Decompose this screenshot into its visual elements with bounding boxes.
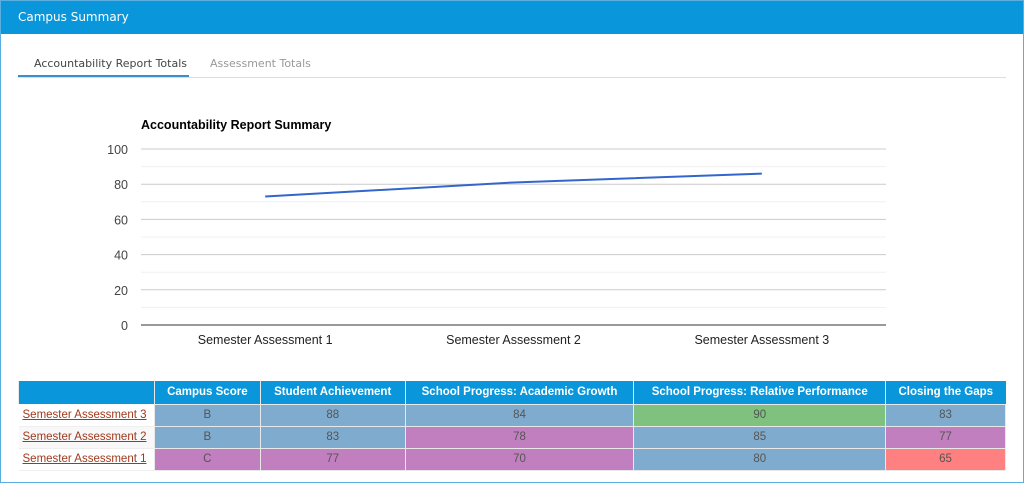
score-cell: 88 xyxy=(259,403,406,427)
x-tick-label: Semester Assessment 3 xyxy=(694,333,829,347)
tab-bar: Accountability Report Totals Assessment … xyxy=(18,50,1006,78)
score-cell: 78 xyxy=(404,425,635,449)
score-cell: 77 xyxy=(259,447,406,471)
series-line xyxy=(265,172,762,198)
score-cell: B xyxy=(153,403,261,427)
active-tab-indicator xyxy=(18,75,189,77)
score-cell: 80 xyxy=(633,447,887,471)
chart-title: Accountability Report Summary xyxy=(141,118,331,132)
column-header: Campus Score xyxy=(153,381,261,404)
tab-accountability-report-totals[interactable]: Accountability Report Totals xyxy=(34,57,188,70)
y-tick-label: 60 xyxy=(114,213,128,227)
table-row: Semester Assessment 3 B 88 84 90 83 xyxy=(18,403,1006,427)
line-chart: Accountability Report Summary 0 20 40 60 80 1… xyxy=(107,118,886,347)
row-label-cell: Semester Assessment 3 xyxy=(18,404,155,427)
column-header: School Progress: Academic Growth xyxy=(404,381,634,404)
row-label-cell: Semester Assessment 2 xyxy=(18,426,155,449)
x-tick-label: Semester Assessment 2 xyxy=(446,333,581,347)
score-cell: 83 xyxy=(885,403,1006,427)
score-cell: 84 xyxy=(404,403,635,427)
column-header xyxy=(18,381,155,404)
summary-table: Campus Score Student Achievement School Pr… xyxy=(18,381,1006,471)
column-header: School Progress: Relative Performance xyxy=(633,381,886,404)
score-cell: 85 xyxy=(633,425,887,449)
score-cell: 77 xyxy=(885,425,1006,449)
score-cell: 90 xyxy=(633,403,887,427)
panel-header: Campus Summary xyxy=(1,1,1023,34)
column-header: Student Achievement xyxy=(259,381,406,404)
row-link[interactable]: Semester Assessment 1 xyxy=(22,453,147,465)
score-cell: C xyxy=(153,447,261,471)
y-tick-label: 40 xyxy=(114,249,128,263)
y-tick-label: 80 xyxy=(114,178,128,192)
y-tick-label: 100 xyxy=(107,143,128,157)
score-cell: 65 xyxy=(885,447,1006,471)
y-tick-label: 20 xyxy=(114,284,128,298)
tab-assessment-totals[interactable]: Assessment Totals xyxy=(210,57,311,70)
y-tick-label: 0 xyxy=(121,319,128,333)
row-label-cell: Semester Assessment 1 xyxy=(18,448,155,471)
row-link[interactable]: Semester Assessment 3 xyxy=(22,408,147,421)
table-row: Semester Assessment 2 B 83 78 85 77 xyxy=(18,425,1006,449)
row-link[interactable]: Semester Assessment 2 xyxy=(22,431,147,443)
table-row: Semester Assessment 1 C 77 70 80 65 xyxy=(18,447,1006,471)
score-cell: 83 xyxy=(259,425,406,449)
x-tick-label: Semester Assessment 1 xyxy=(198,333,333,347)
score-cell: B xyxy=(153,425,261,449)
column-header: Closing the Gaps xyxy=(885,381,1006,404)
score-cell: 70 xyxy=(404,447,635,471)
